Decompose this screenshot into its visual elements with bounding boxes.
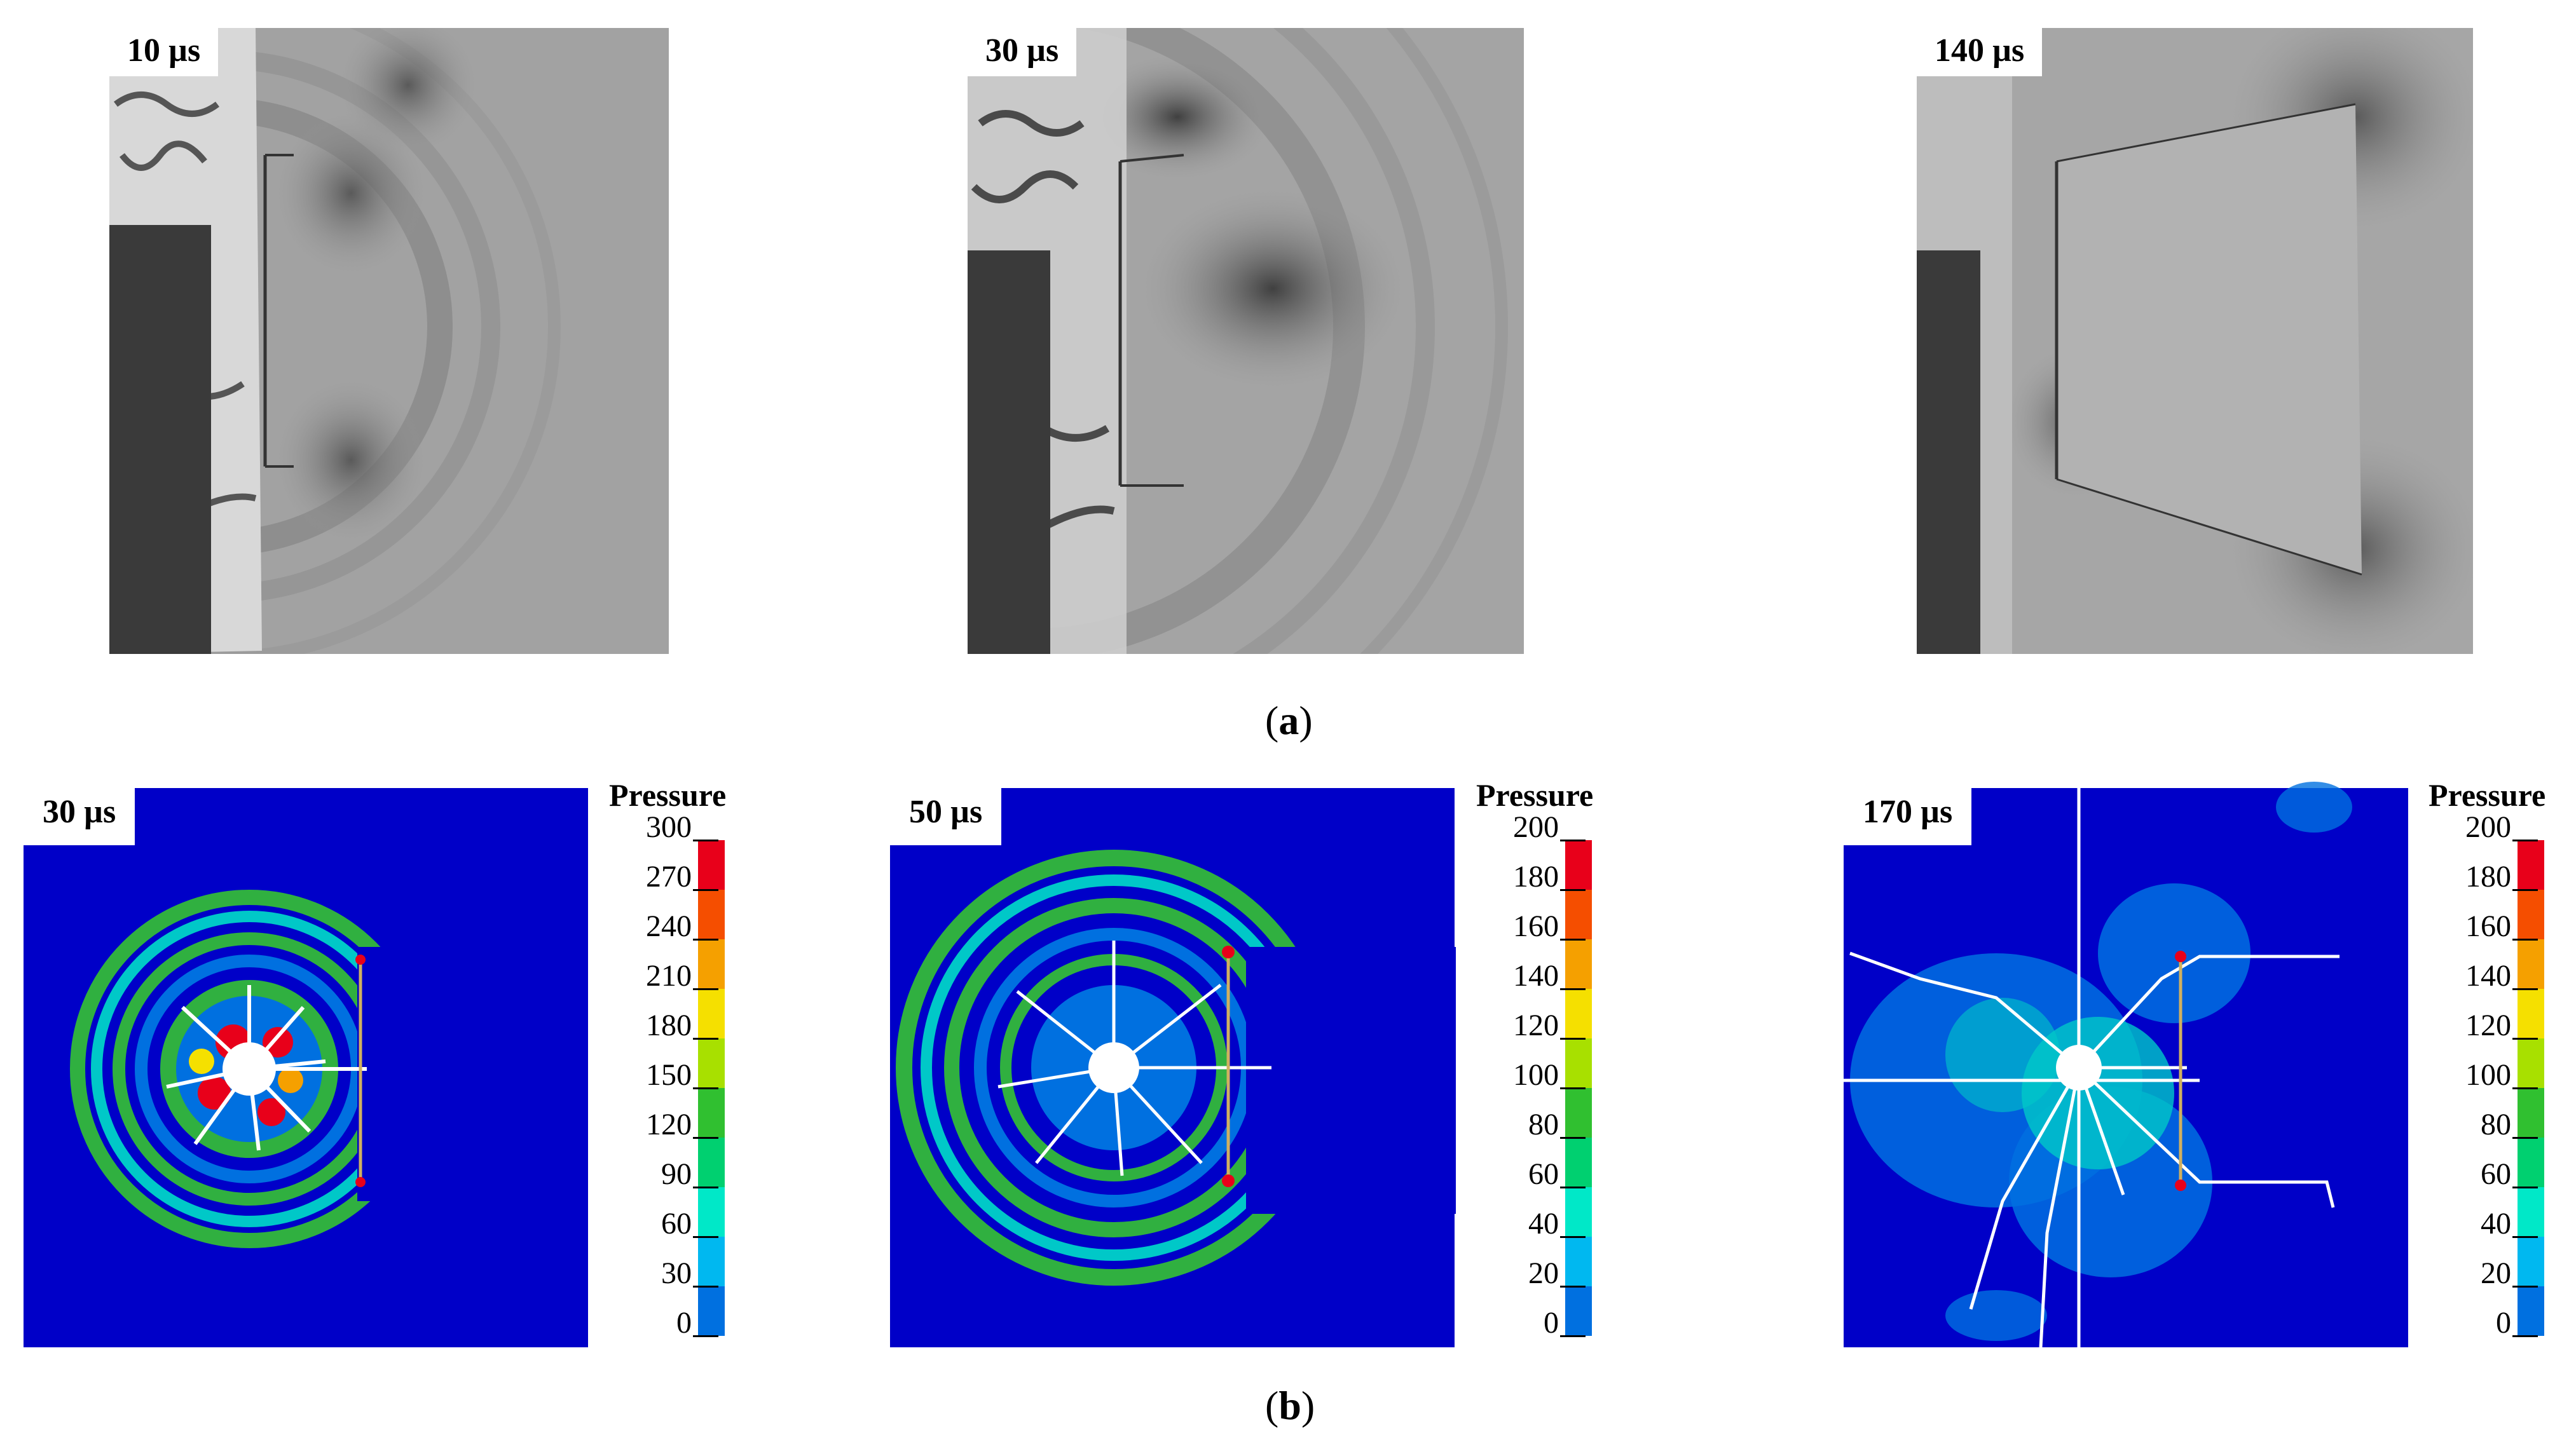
legend-tick-label: 160 [1513,909,1586,943]
legend-tick-label: 140 [2465,959,2538,993]
legend-tick-label: 80 [2481,1108,2538,1141]
frame-time-label: 170 µs [1844,780,1972,845]
legend-tick-label: 20 [1528,1256,1586,1290]
colorbar-segment [698,1138,725,1187]
colorbar-segment [1565,939,1592,989]
colorbar-segment [698,1237,725,1286]
sim-frame-170us: 170 µs [1844,780,2408,1348]
legend-tick-label: 120 [646,1108,718,1141]
frame-time-label: 50 µs [890,780,1002,845]
legend-tick-label: 100 [1513,1058,1586,1092]
legend-title: Pressure [1476,777,1594,813]
photo-image-30us [968,28,1524,654]
panel-a-caption: (a) [1265,698,1313,743]
colorbar-segment [1565,1286,1592,1336]
photo-image-10us [109,28,669,654]
legend-tick-label: 200 [2465,810,2538,844]
pressure-legend-30us: Pressure 300 270 240 210 180 150 120 90 60 30 0 [609,777,749,1349]
pressure-legend-170us: Pressure 200 180 160 140 120 100 80 60 40 20 0 [2429,777,2568,1349]
legend-tick-label: 180 [646,1009,718,1042]
colorbar-segment [2518,1088,2544,1138]
sim-pressure-map-170us [1844,782,2408,1348]
legend-tick-label: 20 [2481,1256,2538,1290]
colorbar-segment [698,840,725,890]
legend-tick-label: 200 [1513,810,1586,844]
legend-title: Pressure [609,777,727,813]
colorbar-segment [1565,1187,1592,1237]
colorbar-segment [2518,1138,2544,1187]
legend-tick-label: 140 [1513,959,1586,993]
colorbar-segment [2518,1187,2544,1237]
panel-b-caption: (b) [1265,1383,1315,1428]
colorbar-segment [2518,840,2544,890]
colorbar-segment [1565,1088,1592,1138]
pressure-legend-50us: Pressure 200 180 160 140 120 100 80 60 40 20 0 [1476,777,1616,1349]
legend-tick-label: 40 [2481,1207,2538,1241]
colorbar-segment [1565,1138,1592,1187]
colorbar-segment [2518,989,2544,1038]
photo-frame-140us: 140 µs [1917,28,2473,654]
colorbar-segment [698,1286,725,1336]
legend-tick-label: 100 [2465,1058,2538,1092]
photo-frame-10us: 10 µs [109,28,669,654]
colorbar-segment [1565,1237,1592,1286]
colorbar-segment [698,1038,725,1088]
colorbar-segment [698,1088,725,1138]
sim-frame-30us: 30 µs [24,780,588,1347]
colorbar-segment [2518,1237,2544,1286]
colorbar-segment [1565,840,1592,890]
legend-tick-label: 120 [1513,1009,1586,1042]
sim-pressure-map-50us [890,788,1456,1347]
legend-tick-label: 180 [1513,860,1586,894]
legend-tick-label: 0 [676,1306,718,1340]
legend-tick-label: 60 [2481,1157,2538,1191]
legend-tick-label: 300 [646,810,718,844]
colorbar-segment [698,1187,725,1237]
legend-tick-label: 160 [2465,909,2538,943]
colorbar-segment [1565,890,1592,939]
sim-pressure-map-30us [24,788,588,1347]
legend-tick-label: 210 [646,959,718,993]
legend-tick-label: 150 [646,1058,718,1092]
sim-frame-50us: 50 µs [890,780,1456,1347]
colorbar-segment [1565,1038,1592,1088]
colorbar [1565,840,1592,1336]
legend-tick-label: 120 [2465,1009,2538,1042]
legend-tick-label: 0 [2496,1306,2538,1340]
legend-tick-label: 240 [646,909,718,943]
legend-title: Pressure [2429,777,2546,813]
legend-tick-label: 80 [1528,1108,1586,1141]
colorbar-segment [698,989,725,1038]
photo-image-140us [1917,28,2473,654]
colorbar [2518,840,2544,1336]
colorbar-segment [2518,939,2544,989]
legend-tick-label: 60 [1528,1157,1586,1191]
colorbar-segment [2518,1286,2544,1336]
colorbar [698,840,725,1336]
colorbar-segment [2518,890,2544,939]
colorbar-segment [1565,989,1592,1038]
frame-time-label: 140 µs [1917,28,2043,76]
legend-tick-label: 60 [661,1207,718,1241]
legend-tick-label: 270 [646,860,718,894]
frame-time-label: 30 µs [24,780,135,845]
legend-tick-label: 180 [2465,860,2538,894]
legend-tick-label: 40 [1528,1207,1586,1241]
colorbar-segment [698,890,725,939]
legend-tick-label: 90 [661,1157,718,1191]
photo-frame-30us: 30 µs [968,28,1524,654]
colorbar-segment [2518,1038,2544,1088]
frame-time-label: 10 µs [109,28,219,76]
frame-time-label: 30 µs [968,28,1077,76]
legend-tick-label: 0 [1544,1306,1586,1340]
legend-tick-label: 30 [661,1256,718,1290]
colorbar-segment [698,939,725,989]
